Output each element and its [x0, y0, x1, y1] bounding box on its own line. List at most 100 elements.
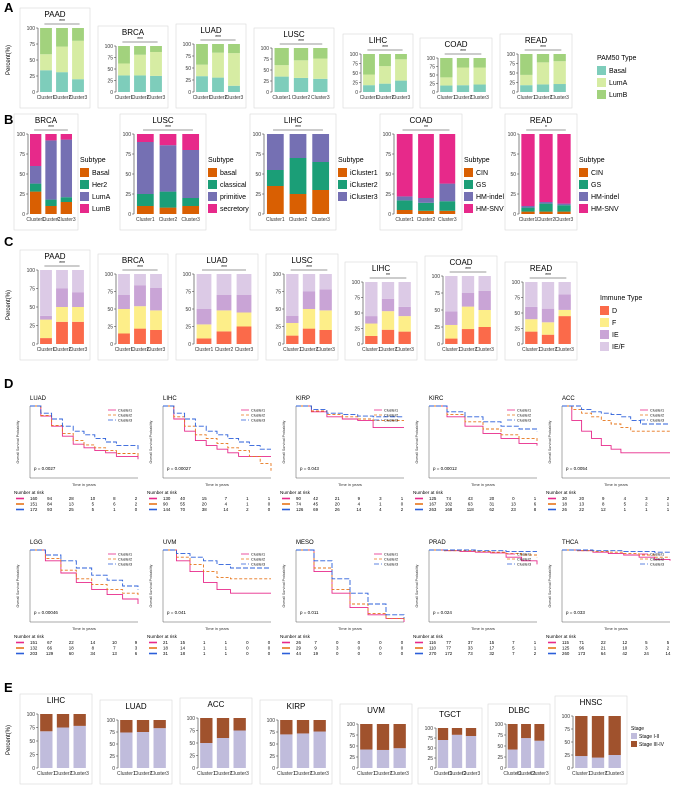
km-risk-value-prad: 2 [534, 651, 537, 656]
y-axis-label-a: Percent(%) [6, 45, 12, 75]
km-curve-kirp-cluster3 [296, 405, 404, 418]
bar-segment-lihc-c1-s4 [365, 282, 378, 317]
y-tick-label-acc: 0 [192, 766, 195, 772]
panel-title-brca: BRCA [122, 256, 145, 265]
bar-segment-luad-c1-s3 [196, 309, 212, 325]
y-tick-label-kirp: 0 [272, 766, 275, 772]
bar-segment-coad-c3-s3 [478, 290, 491, 310]
y-tick-label-lihc: 0 [357, 342, 360, 348]
bar-segment-acc-c1-s1 [200, 743, 213, 768]
bar-segment-luad-c1-s2 [120, 720, 133, 733]
bar-segment-read-c3-s2 [553, 61, 566, 85]
km-risk-value-kirp: 1 [401, 496, 404, 501]
bar-segment-lihc-c1-s2 [266, 170, 284, 186]
x-tick-label-luad: Cluster2 [134, 771, 153, 777]
km-risk-value-thca: 21 [601, 646, 606, 651]
km-risk-value-lgg: 9 [135, 640, 138, 645]
x-tick-label-lihc: Cluster2 [376, 95, 395, 101]
y-tick-label-coad: 75 [434, 291, 440, 297]
km-risk-value-kirp: 69 [313, 507, 318, 512]
y-tick-label-dlbc: 100 [495, 722, 504, 728]
legend-title-b-lusc: Subtype [208, 157, 234, 164]
km-pvalue-uvm: p = 0.041 [167, 610, 186, 615]
bar-segment-brca-c2-s1 [134, 328, 146, 344]
x-tick-label-kirp: Cluster1 [277, 771, 296, 777]
x-tick-label-lihc: Cluster1 [362, 347, 381, 353]
y-tick-label-luad: 75 [109, 730, 115, 736]
legend-label-e: Stage I-II [639, 734, 659, 740]
legend-title-e: Stage [631, 726, 644, 732]
y-tick-label-brca: 25 [107, 324, 113, 330]
km-legend-label-kirp: Cluster1 [384, 408, 398, 412]
bar-segment-lihc-c3-s4 [398, 282, 411, 307]
km-risk-value-luad: 10 [90, 496, 95, 501]
km-risk-title-prad: Number at risk [413, 634, 444, 639]
legend-title-b-read: Subtype [579, 157, 605, 164]
legend-swatch-b-brca [80, 180, 89, 189]
x-tick-label-lihc: Cluster1 [37, 771, 56, 777]
bar-segment-kirp-c2-s2 [296, 720, 310, 734]
km-risk-value-kirp: 1 [379, 502, 382, 507]
legend-label-b-lihc: iCluster1 [350, 170, 378, 177]
bar-segment-tgct-c2-s1 [451, 734, 463, 768]
km-risk-value-lihc: 40 [180, 496, 185, 501]
bar-segment-brca-c3-s2 [150, 51, 162, 76]
y-tick-label-read: 25 [509, 80, 515, 86]
km-risk-title-acc: Number at risk [546, 490, 577, 495]
legend-title-c: Immune Type [600, 295, 642, 302]
x-tick-label-lihc: Cluster2 [54, 771, 73, 777]
km-risk-value-thca: 24 [644, 651, 649, 656]
bar-segment-read-c2-s3 [539, 202, 553, 204]
y-tick-label-coad: 100 [432, 274, 441, 280]
bar-segment-brca-c1-s2 [118, 63, 130, 76]
km-risk-value-kirc: 263 [429, 507, 437, 512]
bar-segment-brca-c3-s4 [150, 274, 162, 288]
significance-label-coad: *** [460, 49, 466, 55]
bar-segment-paad-c1-s2 [40, 54, 52, 71]
x-tick-label-luad: Cluster2 [215, 347, 234, 353]
km-curve-meso-cluster2 [296, 549, 405, 622]
row-c-immune: PAAD0255075100Cluster1Cluster2Cluster3**… [6, 249, 642, 361]
km-risk-title-kirp: Number at risk [280, 490, 311, 495]
legend-swatch-b-lusc [208, 204, 217, 213]
km-legend-label-kirp: Cluster3 [384, 418, 398, 422]
km-risk-value-lgg: 60 [69, 651, 74, 656]
y-tick-label-coad: 50 [385, 172, 391, 178]
bar-segment-lusc-c3-s2 [319, 310, 332, 330]
km-legend-label-lgg: Cluster2 [118, 557, 132, 561]
significance-label-lusc: *** [165, 125, 171, 131]
bar-segment-tgct-c3-s2 [465, 728, 477, 736]
legend-swatch-b-coad [464, 180, 473, 189]
x-tick-label-coad: Cluster3 [438, 217, 457, 223]
y-tick-label-luad: 0 [112, 766, 115, 772]
panel-title-luad: LUAD [125, 702, 147, 711]
km-risk-value-lgg: 7 [113, 646, 116, 651]
km-legend-label-uvm: Cluster2 [251, 557, 265, 561]
y-tick-label-lihc: 100 [352, 280, 361, 286]
legend-label-b-brca: Her2 [92, 182, 107, 189]
km-risk-value-lgg: 18 [69, 646, 74, 651]
bar-segment-luad-c3-s2 [228, 53, 240, 86]
bar-segment-coad-c1-s2 [445, 324, 458, 339]
km-risk-value-luad: 25 [69, 507, 74, 512]
y-tick-label-dlbc: 25 [497, 755, 503, 761]
km-risk-value-lihc: 0 [268, 507, 271, 512]
y-tick-label-tgct: 50 [427, 746, 433, 752]
y-tick-label-kirp: 100 [267, 718, 276, 724]
bar-segment-brca-c3-s1 [60, 202, 73, 214]
bar-segment-lusc-c1-s3 [286, 316, 299, 323]
y-tick-label-brca: 0 [110, 90, 113, 96]
km-risk-value-luad: 6 [113, 502, 116, 507]
y-tick-label-acc: 25 [189, 753, 195, 759]
km-risk-value-meso: 0 [379, 646, 382, 651]
bar-segment-lihc-c2-s1 [289, 194, 307, 214]
x-tick-label-tgct: Cluster3 [462, 771, 481, 777]
km-title-luad: LUAD [30, 396, 47, 402]
bar-segment-lihc-c1-s1 [266, 186, 284, 214]
significance-label-brca: *** [137, 37, 143, 43]
km-curve-lihc-cluster3 [163, 405, 271, 450]
significance-label-lusc: *** [298, 39, 304, 45]
km-xlabel-luad: Time in years [72, 482, 96, 487]
bar-segment-lusc-c2-s3 [293, 48, 309, 61]
km-risk-value-kirc: 62 [489, 507, 494, 512]
